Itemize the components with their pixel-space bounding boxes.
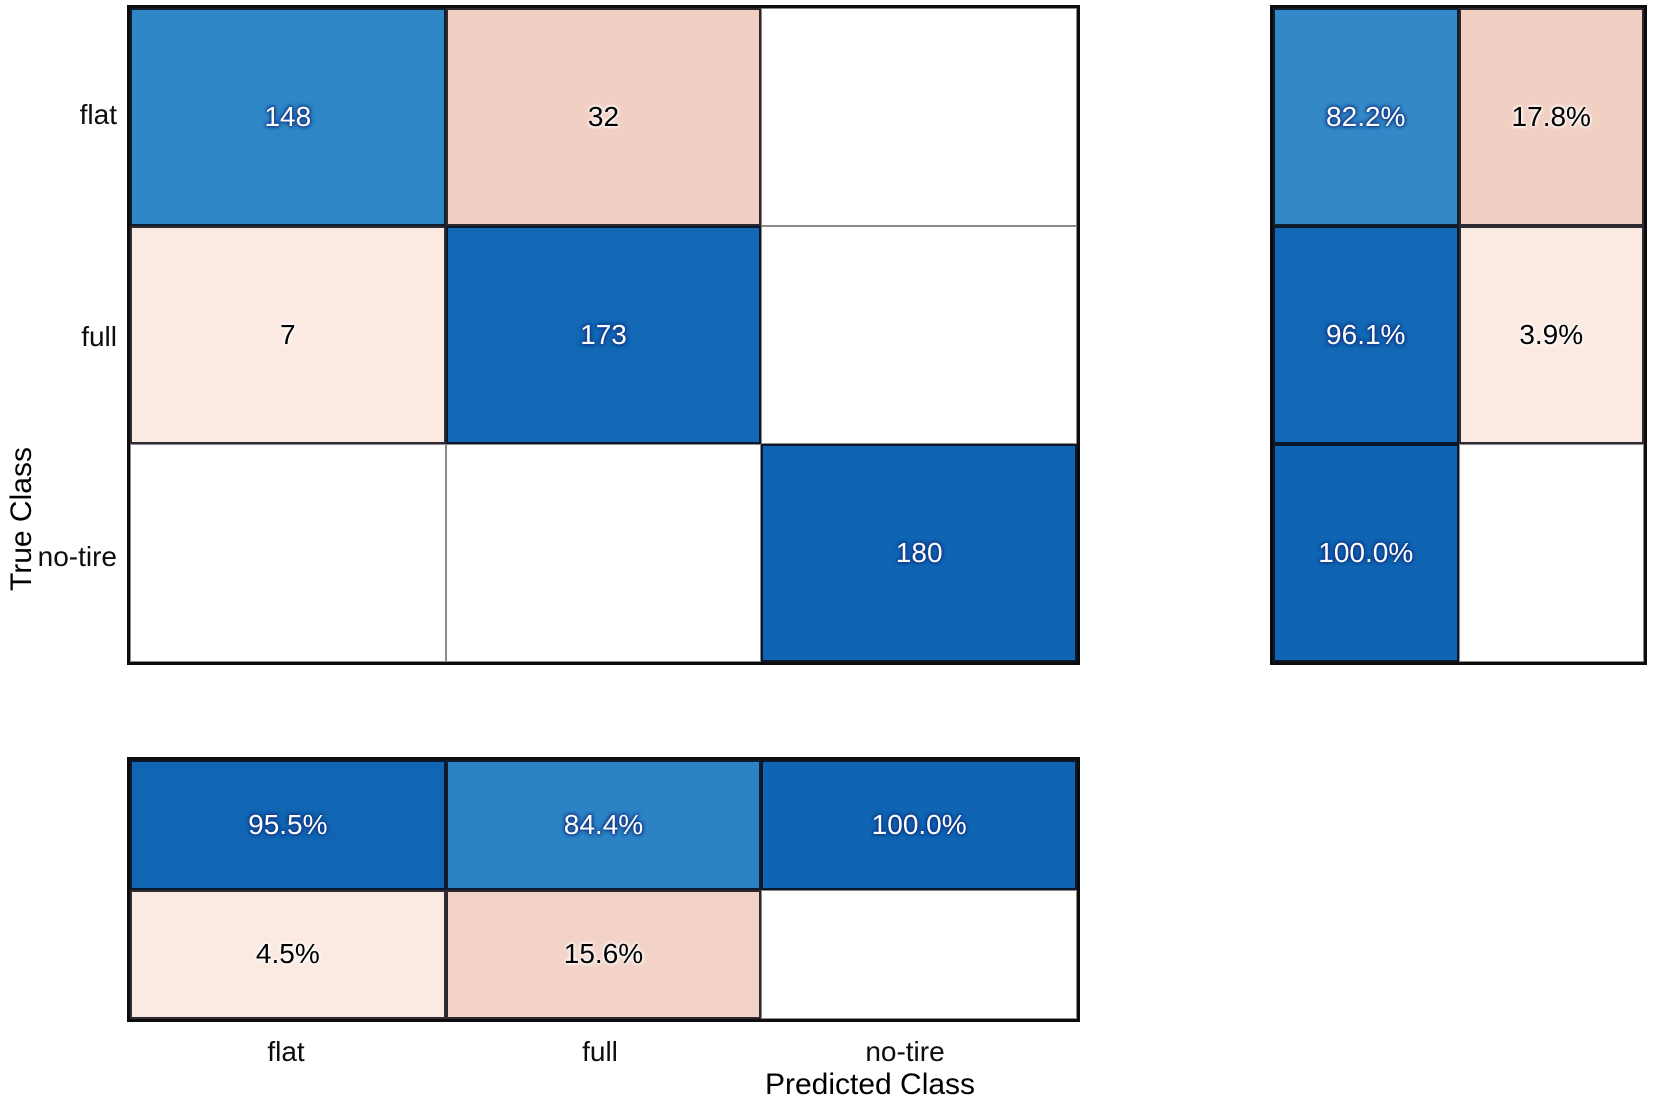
row-summary-grid: 82.2% 17.8% 96.1% 3.9% 100.0% [1270, 5, 1647, 665]
matrix-cell-r1c1: 173 [445, 226, 762, 444]
matrix-cell-r0c0: 148 [130, 8, 446, 226]
x-axis-label: Predicted Class [764, 1068, 976, 1101]
col-summary-cell-c1-incorrect: 15.6% [445, 889, 762, 1019]
matrix-cell-r2c2: 180 [761, 444, 1077, 662]
row-summary-cell-r0-correct: 82.2% [1273, 8, 1459, 226]
row-summary-cell-r2-incorrect [1458, 444, 1644, 662]
row-summary-cell-r0-incorrect: 17.8% [1458, 8, 1644, 226]
y-tick-flat: flat [79, 99, 117, 130]
matrix-cell-r1c0: 7 [130, 226, 446, 444]
matrix-cell-r0c2 [761, 8, 1077, 226]
row-summary-cell-r1-incorrect: 3.9% [1458, 226, 1644, 444]
matrix-cell-r1c2 [761, 226, 1077, 444]
confusion-matrix-main-grid: 148 32 7 173 180 [127, 5, 1080, 665]
y-axis-label: True Class [5, 447, 38, 591]
matrix-cell-r0c1: 32 [445, 8, 762, 226]
row-summary-cell-r1-correct: 96.1% [1273, 226, 1459, 444]
col-summary-cell-c2-correct: 100.0% [761, 760, 1077, 890]
col-summary-cell-c1-correct: 84.4% [445, 760, 762, 890]
x-tick-flat: flat [267, 1036, 305, 1067]
y-tick-no-tire: no-tire [37, 541, 117, 572]
x-tick-no-tire: no-tire [865, 1036, 945, 1067]
column-summary-grid: 95.5% 84.4% 100.0% 4.5% 15.6% [127, 757, 1080, 1022]
x-tick-full: full [582, 1036, 618, 1067]
col-summary-cell-c0-incorrect: 4.5% [130, 889, 446, 1019]
row-summary-cell-r2-correct: 100.0% [1273, 444, 1459, 662]
matrix-cell-r2c0 [130, 444, 446, 662]
y-tick-full: full [81, 321, 117, 352]
col-summary-cell-c2-incorrect [761, 889, 1077, 1019]
col-summary-cell-c0-correct: 95.5% [130, 760, 446, 890]
matrix-cell-r2c1 [445, 444, 762, 662]
